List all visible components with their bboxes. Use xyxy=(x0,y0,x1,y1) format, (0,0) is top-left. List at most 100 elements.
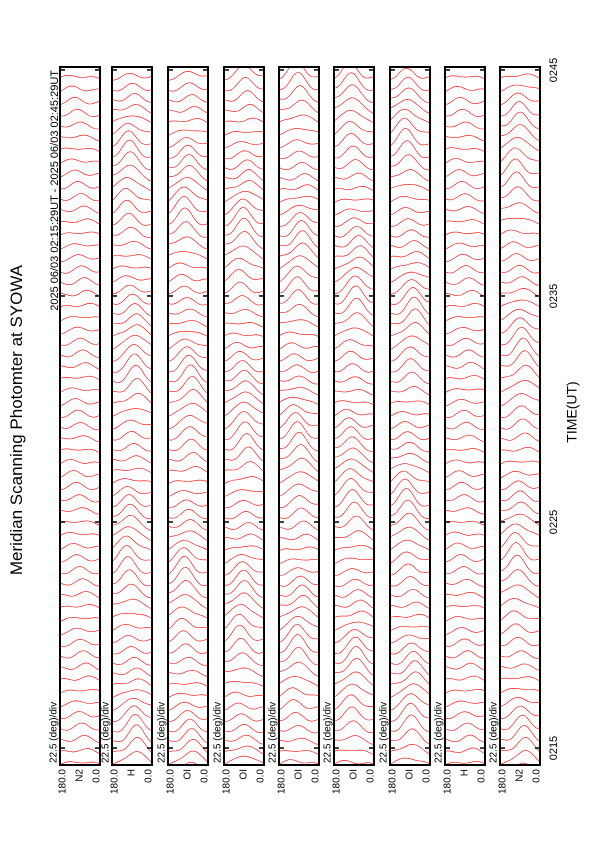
scan-trace xyxy=(60,302,100,308)
scan-trace xyxy=(224,104,264,114)
scan-trace xyxy=(112,408,152,417)
scan-trace xyxy=(60,218,100,225)
scan-trace xyxy=(112,344,152,362)
panel-name: H xyxy=(460,769,471,776)
scan-trace xyxy=(445,675,485,682)
scan-trace xyxy=(334,568,374,576)
scan-trace xyxy=(168,795,208,810)
scan-trace xyxy=(500,350,540,369)
scan-trace xyxy=(445,700,485,707)
scan-traces xyxy=(334,39,374,765)
scan-trace xyxy=(112,115,152,124)
scan-trace xyxy=(390,743,430,755)
scan-trace xyxy=(279,624,319,643)
scan-trace xyxy=(224,67,264,81)
scan-trace xyxy=(168,490,208,497)
chart-subtitle: 2025 06/03 02:15:29UT - 2025 06/03 02:45… xyxy=(49,70,61,311)
scan-trace xyxy=(60,470,100,478)
scan-traces xyxy=(168,67,208,810)
scan-trace xyxy=(390,28,430,36)
scan-trace xyxy=(224,180,264,191)
scan-trace xyxy=(60,37,100,44)
scan-trace xyxy=(279,220,319,237)
scan-trace xyxy=(445,375,485,381)
scan-trace xyxy=(334,478,374,496)
scan-trace xyxy=(334,694,374,711)
scan-trace xyxy=(390,551,430,564)
scan-trace xyxy=(500,687,540,694)
scan-trace xyxy=(279,634,319,653)
panel-top-label: 180.0 xyxy=(110,769,121,794)
scan-trace xyxy=(224,309,264,317)
scan-trace xyxy=(500,480,540,491)
scan-trace xyxy=(112,226,152,238)
scan-trace xyxy=(168,273,208,283)
scan-trace xyxy=(390,499,430,519)
scan-trace xyxy=(279,759,319,765)
scan-trace xyxy=(279,85,319,103)
scan-trace xyxy=(168,308,208,317)
scan-trace xyxy=(60,808,100,815)
scan-trace xyxy=(334,530,374,541)
scan-trace xyxy=(60,507,100,515)
scan-trace xyxy=(500,470,540,479)
panel-bottom-label: 0.0 xyxy=(200,769,211,783)
scan-trace xyxy=(279,533,319,541)
scan-trace xyxy=(112,293,152,305)
scan-trace xyxy=(60,121,100,130)
scan-trace xyxy=(279,471,319,484)
scan-trace xyxy=(334,468,374,483)
scan-trace xyxy=(60,481,100,490)
scan-trace xyxy=(500,309,540,321)
scan-trace xyxy=(168,594,208,610)
scan-trace xyxy=(224,360,264,373)
scan-trace xyxy=(279,725,319,734)
scan-trace xyxy=(224,401,264,417)
scan-trace xyxy=(279,646,319,666)
scan-trace xyxy=(279,72,319,91)
scan-trace xyxy=(224,77,264,92)
scan-trace xyxy=(334,417,374,429)
scan-trace xyxy=(445,253,485,262)
scan-trace xyxy=(390,683,430,699)
scan-trace xyxy=(390,478,430,496)
scan-trace xyxy=(112,51,152,56)
scan-trace xyxy=(334,39,374,46)
scan-trace xyxy=(112,130,152,147)
scan-trace xyxy=(390,728,430,745)
scan-trace xyxy=(224,554,264,564)
scan-trace xyxy=(224,369,264,385)
scan-trace xyxy=(334,185,374,192)
scan-trace xyxy=(279,404,319,416)
scan-trace xyxy=(445,231,485,236)
scan-trace xyxy=(224,411,264,430)
scan-trace xyxy=(224,30,264,46)
scan-traces xyxy=(445,67,485,765)
scan-trace xyxy=(60,422,100,431)
scan-trace xyxy=(112,353,152,373)
scan-trace xyxy=(334,447,374,464)
scan-trace xyxy=(279,412,319,429)
scan-trace xyxy=(500,158,540,176)
scan-trace xyxy=(334,275,374,295)
scan-trace xyxy=(168,195,208,215)
scan-trace xyxy=(445,566,485,575)
panel-top-label: 180.0 xyxy=(277,769,288,794)
panel-top-label: 180.0 xyxy=(332,769,343,794)
scan-trace xyxy=(390,52,430,55)
scan-trace xyxy=(112,443,152,452)
scan-trace xyxy=(445,303,485,308)
scan-trace xyxy=(334,363,374,373)
scan-trace xyxy=(279,289,319,305)
scan-trace xyxy=(224,522,264,531)
scan-trace xyxy=(60,243,100,250)
scan-trace xyxy=(279,675,319,687)
scan-trace xyxy=(168,71,208,81)
scan-trace xyxy=(60,181,100,190)
scan-trace xyxy=(279,114,319,124)
scan-trace xyxy=(445,410,485,418)
scan-trace xyxy=(112,378,152,394)
panel-frame xyxy=(223,66,265,766)
scan-trace xyxy=(334,458,374,474)
scan-trace xyxy=(334,266,374,283)
